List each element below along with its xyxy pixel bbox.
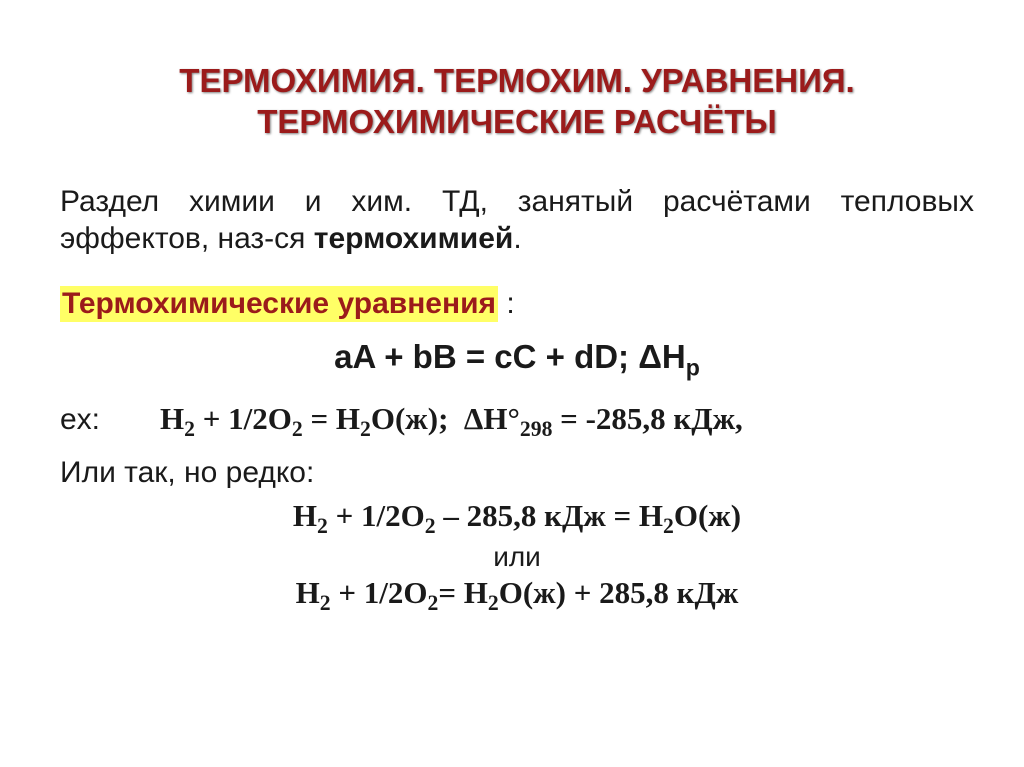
example-row: ex: H2 + 1/2O2 = H2O(ж); ΔH°298 = -285,8… bbox=[60, 401, 974, 442]
title-line-2: ТЕРМОХИМИЧЕСКИЕ РАСЧЁТЫ bbox=[257, 103, 777, 140]
slide: ТЕРМОХИМИЯ. ТЕРМОХИМ. УРАВНЕНИЯ. ТЕРМОХИ… bbox=[0, 0, 1024, 767]
p1-bold: термохимией bbox=[314, 222, 514, 255]
example-equation: H2 + 1/2O2 = H2O(ж); ΔH°298 = -285,8 кДж… bbox=[160, 401, 743, 442]
subheading-colon: : bbox=[498, 287, 515, 320]
subheading-thermochem-eq: Термохимические уравнения bbox=[60, 286, 498, 322]
paragraph-definition: Раздел химии и хим. ТД, занятый расчётам… bbox=[60, 183, 974, 258]
or-center-text: или bbox=[60, 541, 974, 573]
slide-title: ТЕРМОХИМИЯ. ТЕРМОХИМ. УРАВНЕНИЯ. ТЕРМОХИ… bbox=[60, 60, 974, 143]
title-line-1: ТЕРМОХИМИЯ. ТЕРМОХИМ. УРАВНЕНИЯ. bbox=[179, 62, 854, 99]
equation-general: aA + bB = cC + dD; ΔHр bbox=[60, 338, 974, 382]
or-text-row: Или так, но редко: bbox=[60, 456, 974, 490]
subheading-row: Термохимические уравнения : bbox=[60, 286, 974, 338]
p1-part2: . bbox=[513, 222, 521, 255]
equation-variant-2: H2 + 1/2O2= H2O(ж) + 285,8 кДж bbox=[60, 575, 974, 616]
equation-variant-1: H2 + 1/2O2 – 285,8 кДж = H2O(ж) bbox=[60, 498, 974, 539]
example-label: ex: bbox=[60, 403, 100, 437]
